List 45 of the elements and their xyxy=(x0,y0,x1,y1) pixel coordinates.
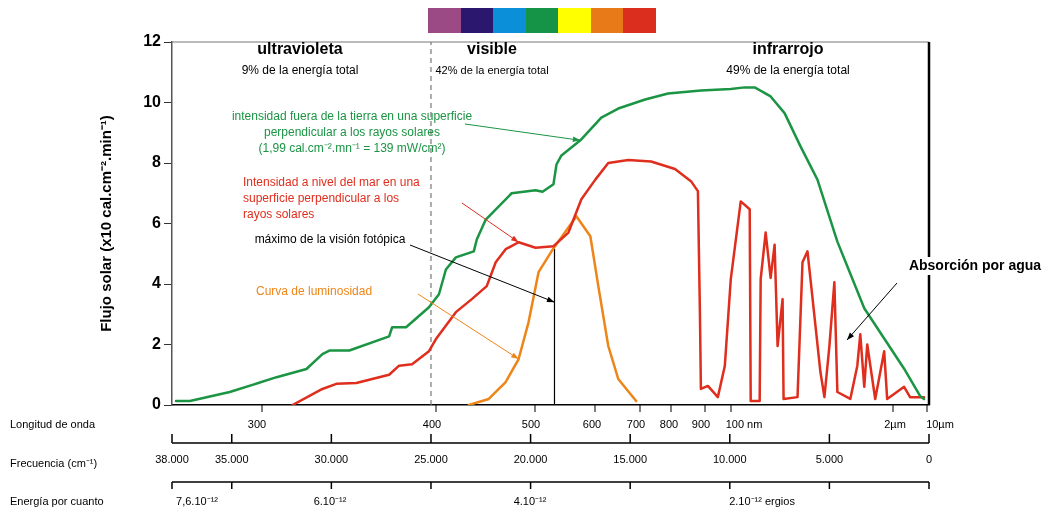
x-axis-title: Frecuencia (cm⁻¹) xyxy=(10,457,98,470)
y-tick-label: 10 xyxy=(143,92,162,110)
x-tick-label: 5.000 xyxy=(815,452,844,465)
text: 7,6.10⁻¹² xyxy=(176,495,219,508)
x-tick-label: 20.000 xyxy=(513,452,548,465)
text: Curva de luminosidad xyxy=(256,284,373,299)
text: 2µm xyxy=(884,418,906,431)
text: 900 xyxy=(691,418,711,431)
annotation: 9% de la energía total xyxy=(241,63,359,78)
x-tick-label: 35.000 xyxy=(214,452,249,465)
text: 600 xyxy=(582,418,602,431)
text: intensidad fuera de la tierra en una superficie perpendicular a los rayos solares (1,99 cal.cm⁻².mn⁻¹ = 139 mW/cm²) xyxy=(231,109,473,156)
y-tick-label: 4 xyxy=(152,274,162,292)
x-tick-label: 25.000 xyxy=(414,452,448,465)
x-tick-label: 30.000 xyxy=(314,452,349,465)
x-tick-label: 15.000 xyxy=(613,452,648,465)
text: Longitud de onda xyxy=(10,418,96,431)
annotation: 49% de la energía total xyxy=(726,63,850,78)
text: 700 xyxy=(626,418,646,431)
annotation: Absorción por agua xyxy=(908,256,1042,273)
y-axis-title: Flujo solar (x10 cal.cm⁻².min⁻¹) xyxy=(97,115,115,332)
text: 100 nm xyxy=(725,418,763,431)
y-tick-label: 6 xyxy=(152,213,162,231)
text: 500 xyxy=(521,418,541,431)
annotation: ultravioleta xyxy=(257,40,343,58)
y-tick-label: 0 xyxy=(152,395,162,413)
y-tick-label: 12 xyxy=(143,32,162,50)
x-tick-label: 0 xyxy=(925,452,933,465)
text: 400 xyxy=(422,418,442,431)
y-tick-label: 8 xyxy=(152,153,162,171)
text: 6.10⁻¹² xyxy=(313,495,347,508)
annotation: máximo de la visión fotópica xyxy=(254,232,406,247)
annotation: infrarrojo xyxy=(752,40,824,58)
text: 800 xyxy=(659,418,679,431)
annotation: 42% de la energía total xyxy=(435,64,549,77)
text: 10µm xyxy=(926,418,954,431)
y-tick-label: 2 xyxy=(152,334,162,352)
x-tick-label: 10.000 xyxy=(712,452,747,465)
text: Energía por cuanto xyxy=(10,495,104,508)
text: 300 xyxy=(247,418,267,431)
x-tick-label: 38.000 xyxy=(155,452,189,465)
text: Intensidad a nivel del mar en una superficie perpendicular a los rayos solares xyxy=(243,175,421,222)
text: 2.10⁻¹² ergios xyxy=(729,495,796,508)
text: 4.10⁻¹² xyxy=(513,495,547,508)
annotation: visible xyxy=(467,40,517,58)
